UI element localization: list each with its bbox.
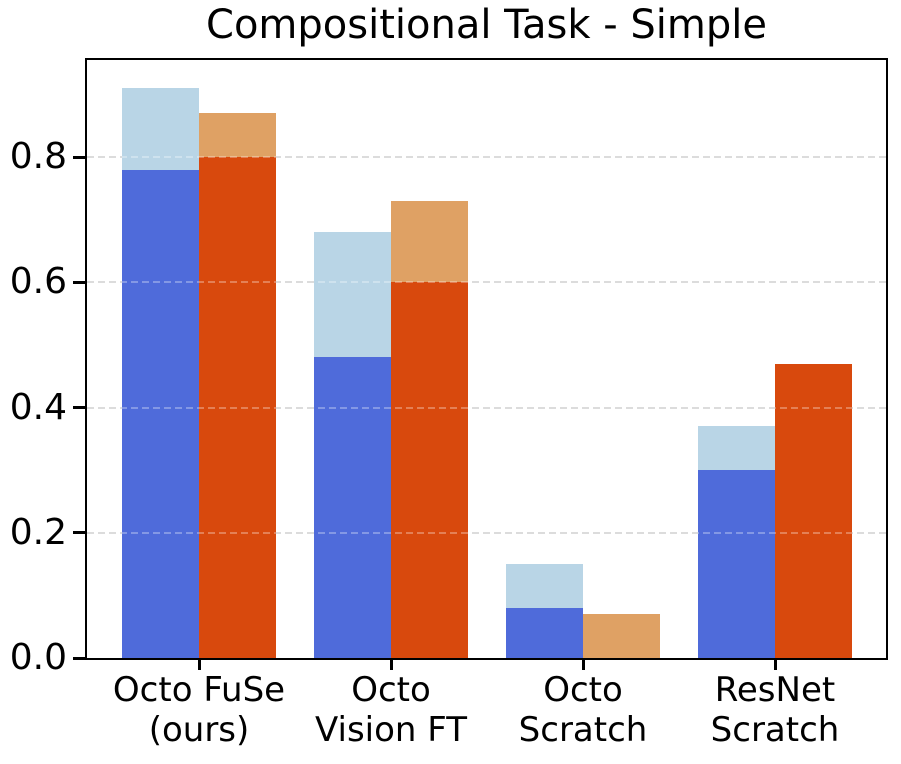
bar-orange-solid-1 bbox=[199, 157, 276, 658]
gridline-0.6 bbox=[87, 281, 886, 284]
x-tick-label-3: Octo Scratch bbox=[518, 670, 648, 750]
bar-blue-solid-2 bbox=[314, 357, 391, 658]
y-tick-label-0.2: 0.2 bbox=[9, 511, 67, 553]
y-tick-mark bbox=[73, 155, 85, 159]
bar-orange-solid-2 bbox=[391, 282, 468, 658]
x-tick-mark bbox=[582, 660, 585, 670]
chart-title: Compositional Task - Simple bbox=[206, 2, 767, 48]
bar-blue-solid-3 bbox=[506, 608, 583, 658]
y-tick-label-0.0: 0.0 bbox=[9, 637, 67, 678]
x-tick-label-4: ResNet Scratch bbox=[710, 670, 840, 750]
y-tick-mark bbox=[73, 531, 85, 535]
bar-blue-solid-4 bbox=[698, 470, 775, 658]
gridline-0.8 bbox=[87, 156, 886, 159]
plot-area bbox=[85, 58, 888, 660]
y-tick-label-0.4: 0.4 bbox=[9, 386, 67, 428]
bar-orange-solid-4 bbox=[775, 364, 852, 658]
gridline-0.2 bbox=[87, 531, 886, 534]
y-tick-mark bbox=[73, 656, 85, 660]
x-tick-mark bbox=[198, 660, 201, 670]
bar-orange-light-overlay-3 bbox=[583, 614, 660, 658]
gridline-0.8 bbox=[87, 156, 886, 159]
y-tick-mark bbox=[73, 280, 85, 284]
plot-inner bbox=[87, 60, 886, 658]
x-tick-label-1: Octo FuSe (ours) bbox=[112, 670, 286, 750]
y-tick-mark bbox=[73, 406, 85, 410]
y-tick-label-0.8: 0.8 bbox=[9, 136, 67, 178]
y-tick-label-0.6: 0.6 bbox=[9, 261, 67, 303]
x-tick-label-2: Octo Vision FT bbox=[314, 670, 468, 750]
gridline-0.4 bbox=[87, 406, 886, 409]
x-tick-mark bbox=[774, 660, 777, 670]
gridline-0.6 bbox=[87, 281, 886, 284]
bar-blue-solid-1 bbox=[122, 170, 199, 658]
gridline-0.4 bbox=[87, 406, 886, 409]
x-tick-mark bbox=[390, 660, 393, 670]
gridline-0.2 bbox=[87, 531, 886, 534]
